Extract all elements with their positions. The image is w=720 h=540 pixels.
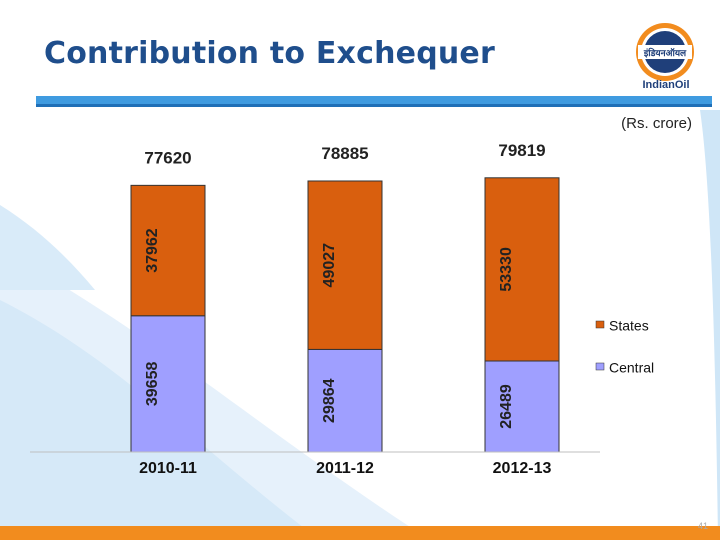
header-rule-dark: [36, 104, 712, 107]
category-label-2010-11: 2010-11: [139, 460, 197, 477]
category-label-2012-13: 2012-13: [493, 460, 552, 477]
slide-title: Contribution to Exchequer: [44, 36, 495, 71]
total-label-2011-12: 78885: [321, 144, 368, 163]
logo-text: IndianOil: [642, 79, 690, 91]
page-number: 41: [697, 521, 708, 531]
unit-label: (Rs. crore): [621, 115, 692, 132]
value-label-states-2011-12: 49027: [321, 243, 338, 288]
category-label-2011-12: 2011-12: [316, 460, 374, 477]
logo-devanagari: इंडियनऑयल: [643, 47, 687, 59]
bar-central-2012-13: [484, 360, 560, 453]
value-label-central-2011-12: 29864: [321, 378, 338, 423]
bar-central-2011-12: [307, 348, 383, 453]
total-label-2012-13: 79819: [498, 141, 545, 160]
bar-states-2010-11: [130, 184, 206, 317]
value-label-central-2012-13: 26489: [498, 384, 515, 429]
bar-central-2010-11: [130, 315, 206, 453]
indianoil-logo: इंडियनऑयल: [636, 23, 694, 81]
bar-states-2011-12: [307, 180, 383, 350]
value-label-central-2010-11: 39658: [144, 362, 161, 407]
legend-label-states: States: [609, 318, 649, 334]
value-label-states-2012-13: 53330: [498, 247, 515, 292]
bottom-bar: [0, 526, 720, 540]
bar-states-2012-13: [484, 177, 560, 362]
legend-swatch-states: [595, 320, 605, 329]
legend-swatch-central: [595, 362, 605, 371]
legend-label-central: Central: [609, 360, 654, 376]
value-label-states-2010-11: 37962: [144, 228, 161, 273]
header-rule: [36, 96, 712, 107]
total-label-2010-11: 77620: [144, 148, 191, 167]
